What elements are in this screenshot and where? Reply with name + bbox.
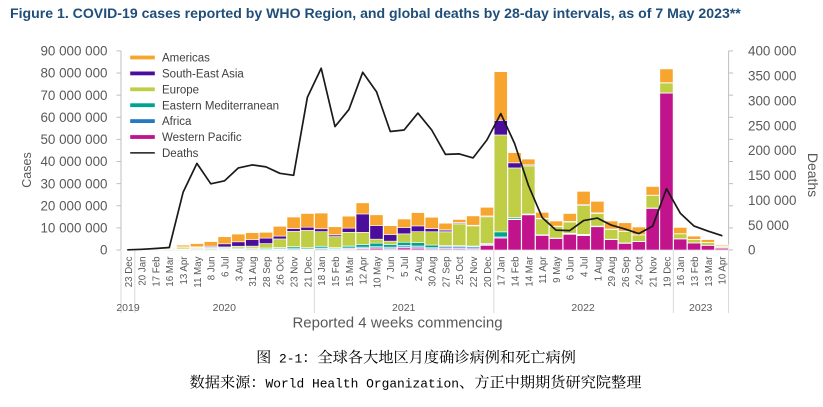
svg-text:1 Aug: 1 Aug bbox=[593, 257, 604, 282]
svg-text:50 000: 50 000 bbox=[748, 218, 789, 233]
svg-text:0: 0 bbox=[100, 243, 107, 258]
svg-text:21 Nov: 21 Nov bbox=[649, 256, 660, 287]
svg-text:26 Oct: 26 Oct bbox=[276, 256, 287, 285]
svg-text:11 May: 11 May bbox=[193, 256, 204, 287]
svg-text:2019: 2019 bbox=[116, 302, 140, 314]
svg-text:Cases: Cases bbox=[20, 152, 34, 187]
svg-text:20 Jan: 20 Jan bbox=[138, 257, 149, 286]
svg-text:17 Feb: 17 Feb bbox=[151, 257, 162, 287]
svg-text:90 000 000: 90 000 000 bbox=[40, 44, 107, 59]
svg-text:Americas: Americas bbox=[162, 53, 210, 65]
svg-text:5 Jul: 5 Jul bbox=[400, 257, 411, 277]
svg-text:31 Aug: 31 Aug bbox=[248, 257, 259, 287]
svg-text:13 Apr: 13 Apr bbox=[179, 256, 190, 285]
svg-text:25 Oct: 25 Oct bbox=[455, 256, 466, 285]
svg-text:21 Dec: 21 Dec bbox=[303, 256, 314, 287]
svg-text:Western Pacific: Western Pacific bbox=[162, 132, 242, 144]
svg-text:11 Apr: 11 Apr bbox=[538, 256, 549, 284]
svg-text:70 000 000: 70 000 000 bbox=[40, 88, 107, 103]
svg-text:350 000: 350 000 bbox=[748, 69, 796, 84]
svg-text:2-1: 2-1 bbox=[271, 352, 302, 367]
svg-text:60 000 000: 60 000 000 bbox=[40, 110, 107, 125]
svg-text:23 Dec: 23 Dec bbox=[124, 256, 135, 287]
svg-text:13 Feb: 13 Feb bbox=[690, 257, 701, 287]
svg-text:16 Jan: 16 Jan bbox=[676, 257, 687, 286]
svg-text:26 Sep: 26 Sep bbox=[621, 257, 632, 288]
svg-text:22 Nov: 22 Nov bbox=[469, 256, 480, 287]
svg-text:29 Aug: 29 Aug bbox=[607, 257, 618, 287]
svg-text:13 Mar: 13 Mar bbox=[704, 256, 715, 287]
svg-text:7 Jun: 7 Jun bbox=[386, 257, 397, 281]
svg-text:24 Oct: 24 Oct bbox=[635, 256, 646, 285]
svg-text:19 Dec: 19 Dec bbox=[662, 256, 673, 287]
svg-text:South-East Asia: South-East Asia bbox=[162, 69, 244, 81]
svg-text:250 000: 250 000 bbox=[748, 118, 796, 133]
svg-text:30 000 000: 30 000 000 bbox=[40, 176, 107, 191]
svg-text:14 Mar: 14 Mar bbox=[524, 256, 535, 287]
svg-text:40 000 000: 40 000 000 bbox=[40, 154, 107, 169]
svg-text:80 000 000: 80 000 000 bbox=[40, 66, 107, 81]
svg-text:10 Apr: 10 Apr bbox=[718, 256, 729, 285]
svg-text:14 Feb: 14 Feb bbox=[511, 257, 522, 287]
svg-text:20 Dec: 20 Dec bbox=[483, 256, 494, 287]
svg-text:16 Mar: 16 Mar bbox=[165, 256, 176, 287]
svg-text:50 000 000: 50 000 000 bbox=[40, 132, 107, 147]
svg-text:Deaths: Deaths bbox=[162, 148, 199, 160]
svg-text:Reported 4 weeks commencing: Reported 4 weeks commencing bbox=[292, 315, 502, 332]
svg-text:8 Jun: 8 Jun bbox=[207, 257, 218, 281]
svg-text:World Health Organization: World Health Organization bbox=[266, 377, 459, 392]
svg-text:2022: 2022 bbox=[571, 302, 595, 314]
svg-text:10 May: 10 May bbox=[372, 256, 383, 288]
svg-text:12 Apr: 12 Apr bbox=[359, 256, 370, 285]
svg-text:100 000: 100 000 bbox=[748, 193, 796, 208]
svg-text:300 000: 300 000 bbox=[748, 93, 796, 108]
svg-text:Deaths: Deaths bbox=[805, 153, 821, 197]
svg-text:28 Sep: 28 Sep bbox=[262, 257, 273, 288]
svg-text:18 Jan: 18 Jan bbox=[317, 257, 328, 286]
svg-text:Africa: Africa bbox=[162, 116, 192, 128]
svg-text:3 Aug: 3 Aug bbox=[234, 257, 245, 282]
svg-text:17 Jan: 17 Jan bbox=[497, 257, 508, 286]
svg-text:Europe: Europe bbox=[162, 84, 199, 96]
svg-text:2023: 2023 bbox=[689, 302, 713, 314]
svg-text:2020: 2020 bbox=[213, 302, 237, 314]
svg-text:27 Sep: 27 Sep bbox=[441, 257, 452, 288]
svg-text:20 000 000: 20 000 000 bbox=[40, 199, 107, 214]
svg-text:0: 0 bbox=[748, 243, 755, 258]
svg-text:150 000: 150 000 bbox=[748, 168, 796, 183]
svg-text:15 Mar: 15 Mar bbox=[345, 256, 356, 287]
svg-text:15 Feb: 15 Feb bbox=[331, 257, 342, 287]
svg-text:2 Aug: 2 Aug bbox=[414, 257, 425, 282]
svg-text:400 000: 400 000 bbox=[748, 44, 796, 59]
svg-text:23 Nov: 23 Nov bbox=[290, 256, 301, 287]
svg-text:10 000 000: 10 000 000 bbox=[40, 221, 107, 236]
svg-text:Eastern Mediterranean: Eastern Mediterranean bbox=[162, 100, 279, 112]
svg-text:4 Jul: 4 Jul bbox=[580, 257, 591, 277]
svg-text:30 Aug: 30 Aug bbox=[428, 257, 439, 287]
svg-text:6 Jun: 6 Jun bbox=[566, 257, 577, 281]
svg-text:200 000: 200 000 bbox=[748, 143, 796, 158]
svg-text:2021: 2021 bbox=[392, 302, 416, 314]
svg-text:6 Jul: 6 Jul bbox=[221, 257, 232, 277]
svg-text:9 May: 9 May bbox=[552, 256, 563, 283]
